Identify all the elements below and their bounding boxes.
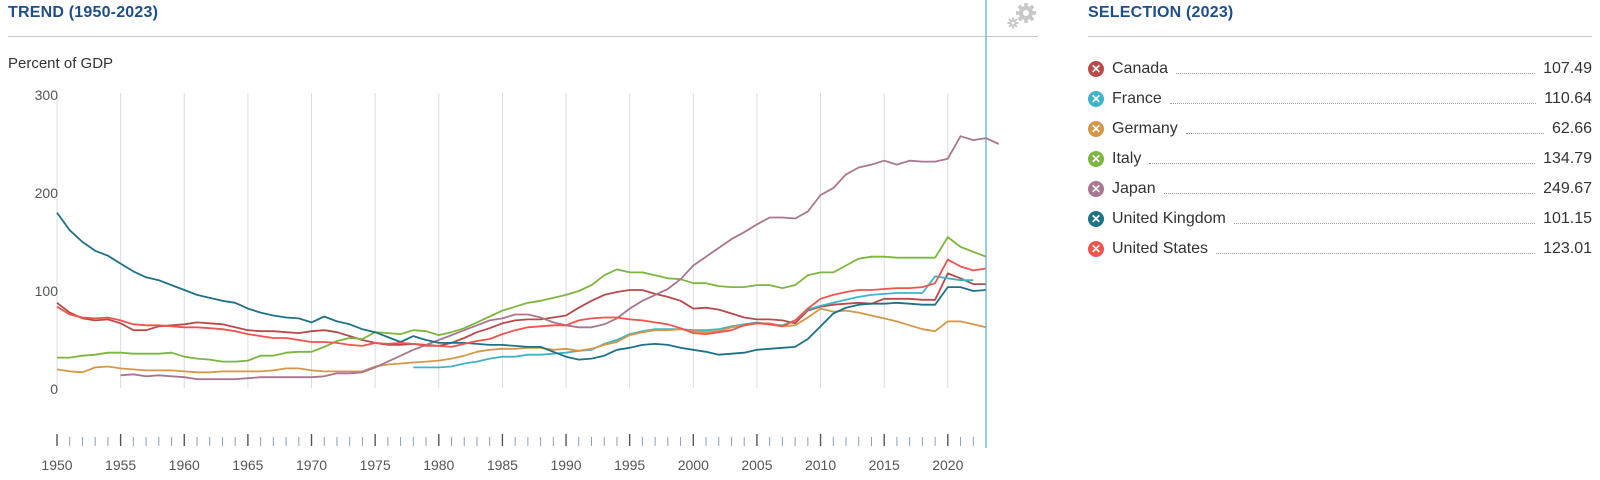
legend-item-value: 134.79	[1543, 150, 1592, 167]
legend-item-name: United Kingdom	[1112, 210, 1226, 227]
x-tick-label: 1975	[360, 457, 391, 473]
selection-panel-title: SELECTION (2023)	[1088, 4, 1234, 21]
y-tick-label: 300	[35, 87, 59, 103]
legend-item-name: Germany	[1112, 120, 1178, 137]
legend-leader-dots	[1163, 192, 1536, 194]
legend-item-japan[interactable]: ✕ Japan 249.67	[1088, 174, 1592, 204]
x-tick-label: 2020	[932, 457, 963, 473]
x-tick-label: 1995	[614, 457, 645, 473]
legend-item-united-kingdom[interactable]: ✕ United Kingdom 101.15	[1088, 204, 1592, 234]
remove-icon[interactable]: ✕	[1088, 241, 1104, 257]
x-tick-label: 2010	[805, 457, 836, 473]
series-line-france[interactable]	[413, 275, 974, 369]
selection-legend: ✕ Canada 107.49 ✕ France 110.64 ✕ Germany 62.66 ✕…	[1088, 54, 1592, 264]
legend-leader-dots	[1216, 252, 1536, 254]
trend-chart: 0 100 200 300 1950 1955 1960 1965 1970 1975 1980 1…	[35, 0, 1000, 473]
trend-divider	[8, 36, 1038, 37]
legend-leader-dots	[1169, 102, 1537, 104]
x-tick-label: 1965	[232, 457, 263, 473]
legend-item-united-states[interactable]: ✕ United States 123.01	[1088, 234, 1592, 264]
legend-leader-dots	[1176, 72, 1536, 74]
y-tick-label: 0	[50, 381, 58, 397]
series-line-germany[interactable]	[56, 307, 987, 374]
x-tick-label: 1990	[550, 457, 581, 473]
x-tick-label: 1970	[296, 457, 327, 473]
x-tick-label: 1980	[423, 457, 454, 473]
x-tick-label: 1985	[487, 457, 518, 473]
x-tick-label: 1950	[41, 457, 72, 473]
legend-item-italy[interactable]: ✕ Italy 134.79	[1088, 144, 1592, 174]
remove-icon[interactable]: ✕	[1088, 211, 1104, 227]
x-tick-label: 1960	[169, 457, 200, 473]
legend-leader-dots	[1233, 222, 1536, 224]
remove-icon[interactable]: ✕	[1088, 61, 1104, 77]
x-tick-label: 2015	[869, 457, 900, 473]
remove-icon[interactable]: ✕	[1088, 91, 1104, 107]
legend-item-canada[interactable]: ✕ Canada 107.49	[1088, 54, 1592, 84]
series-line-italy[interactable]	[57, 236, 987, 363]
series-line-united-kingdom[interactable]	[56, 212, 987, 361]
legend-item-france[interactable]: ✕ France 110.64	[1088, 84, 1592, 114]
legend-leader-dots	[1185, 132, 1544, 134]
legend-item-name: Canada	[1112, 60, 1169, 77]
gear-icon[interactable]	[1004, 2, 1038, 30]
x-tick-label: 2000	[678, 457, 709, 473]
remove-icon[interactable]: ✕	[1088, 151, 1104, 167]
y-tick-label: 100	[35, 283, 59, 299]
legend-item-name: Italy	[1112, 150, 1142, 167]
series-line-japan[interactable]	[120, 135, 1000, 381]
y-tick-label: 200	[35, 185, 59, 201]
legend-item-value: 101.15	[1543, 210, 1592, 227]
trend-panel-title: TREND (1950-2023)	[8, 4, 159, 21]
selection-divider	[1088, 36, 1592, 37]
x-tick-label: 2005	[741, 457, 772, 473]
series-line-canada[interactable]	[56, 272, 986, 347]
chart-y-axis-label: Percent of GDP	[8, 55, 114, 72]
legend-item-value: 123.01	[1543, 240, 1592, 257]
legend-item-name: United States	[1112, 240, 1209, 257]
legend-item-value: 249.67	[1543, 180, 1592, 197]
legend-item-germany[interactable]: ✕ Germany 62.66	[1088, 114, 1592, 144]
legend-item-value: 62.66	[1551, 120, 1592, 137]
remove-icon[interactable]: ✕	[1088, 121, 1104, 137]
legend-item-value: 107.49	[1543, 60, 1592, 77]
x-tick-label: 1955	[105, 457, 136, 473]
remove-icon[interactable]: ✕	[1088, 181, 1104, 197]
legend-item-name: France	[1112, 90, 1162, 107]
legend-leader-dots	[1149, 162, 1536, 164]
legend-item-name: Japan	[1112, 180, 1156, 197]
legend-item-value: 110.64	[1544, 90, 1592, 107]
series-line-united-states[interactable]	[56, 258, 987, 348]
